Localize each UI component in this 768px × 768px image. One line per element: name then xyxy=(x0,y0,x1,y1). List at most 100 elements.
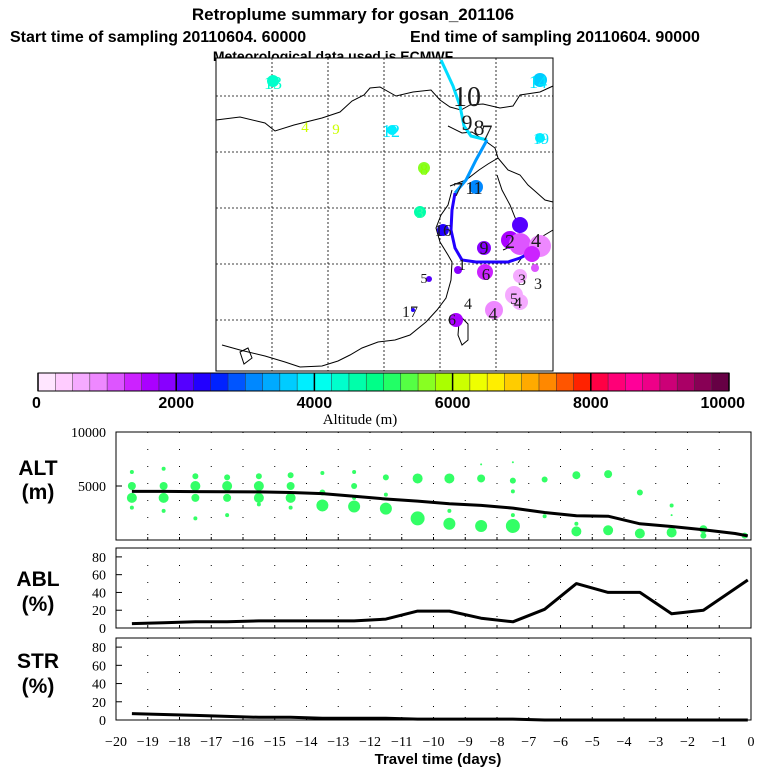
altitude-cluster-dot xyxy=(475,519,488,532)
colorbar-cell xyxy=(348,373,367,391)
x-tick-label: −2 xyxy=(680,735,695,750)
colorbar-cell xyxy=(158,373,177,391)
colorbar-cell xyxy=(435,373,453,391)
x-tick-label: −13 xyxy=(327,735,349,750)
cluster-marker xyxy=(512,217,528,233)
altitude-cluster-dot xyxy=(480,463,483,466)
cluster-label: 2 xyxy=(505,231,515,253)
altitude-cluster-dot xyxy=(223,493,232,502)
colorbar-title: Altitude (m) xyxy=(323,412,398,428)
colorbar-tick-label: 2000 xyxy=(158,395,194,412)
altitude-cluster-dot xyxy=(316,499,329,512)
abl-panel-label: ABL xyxy=(16,568,59,591)
series-line xyxy=(131,712,748,722)
altitude-cluster-dot xyxy=(574,521,579,526)
coastline-hainan xyxy=(239,347,253,365)
altitude-cluster-dot xyxy=(510,513,515,518)
abl-panel: 0 20 40 60 80 xyxy=(92,547,752,637)
cluster-marker xyxy=(533,73,547,87)
altitude-cluster-dot xyxy=(222,481,233,491)
altitude-cluster-dot xyxy=(477,474,486,483)
cluster-label: 4 xyxy=(301,120,309,136)
colorbar-tick-label: 6000 xyxy=(435,395,471,412)
x-tick-label: −1 xyxy=(712,735,727,750)
map-frame xyxy=(215,57,554,372)
altitude-cluster-dot xyxy=(505,518,520,533)
colorbar-cell xyxy=(193,373,212,391)
y-tick-label: 20 xyxy=(92,604,106,619)
colorbar-cell xyxy=(400,373,419,391)
colorbar-cell xyxy=(521,373,540,391)
altitude-cluster-dot xyxy=(541,476,548,483)
x-tick-label: −19 xyxy=(137,735,159,750)
x-tick-label: −17 xyxy=(200,735,222,750)
colorbar-cell xyxy=(262,373,281,391)
altitude-cluster-dot xyxy=(571,526,582,537)
cluster-label: 3 xyxy=(534,276,542,293)
colorbar-cell xyxy=(38,373,56,391)
altitude-cluster-dot xyxy=(509,477,516,484)
cluster-label: 6 xyxy=(448,312,456,329)
abl-panel-unit: (%) xyxy=(22,593,55,616)
y-tick-label: 60 xyxy=(92,569,106,584)
altitude-panel: 10000 5000 xyxy=(71,426,752,541)
colorbar-cell xyxy=(418,373,436,391)
colorbar-cell xyxy=(107,373,125,391)
y-tick-label: 40 xyxy=(92,678,106,693)
altitude-cluster-dot xyxy=(190,481,201,491)
altitude-cluster-dot xyxy=(542,514,547,519)
cluster-label: 13 xyxy=(264,73,282,93)
altitude-cluster-dot xyxy=(287,472,294,479)
cluster-label: 9 xyxy=(462,110,473,135)
colorbar-cell xyxy=(608,373,626,391)
altitude-cluster-dot xyxy=(670,514,673,517)
colorbar-cell xyxy=(331,373,350,391)
retroplume-trajectory xyxy=(267,59,551,327)
altitude-cluster-dot xyxy=(127,482,136,490)
cluster-marker xyxy=(477,264,493,280)
trajectory-segment-mid xyxy=(453,139,489,194)
x-tick-label: −16 xyxy=(232,735,254,750)
colorbar-cell xyxy=(659,373,678,391)
colorbar-cell xyxy=(694,373,713,391)
colorbar-cell xyxy=(642,373,661,391)
cluster-marker xyxy=(513,269,527,283)
cluster-marker xyxy=(477,241,491,255)
coastline-china-north xyxy=(215,85,554,132)
colorbar-cell xyxy=(141,373,160,391)
altitude-cluster-dot xyxy=(636,489,643,496)
cluster-label: 9 xyxy=(332,122,340,138)
colorbar-cell xyxy=(383,373,402,391)
cluster-label: 12 xyxy=(382,121,400,141)
altitude-cluster-dot xyxy=(285,492,296,503)
x-tick-label: −14 xyxy=(296,735,318,750)
altitude-cluster-dot xyxy=(224,474,231,481)
altitude-cluster-dot xyxy=(286,482,295,490)
altitude-cluster-dot xyxy=(351,483,358,489)
cluster-label: 8 xyxy=(420,162,428,179)
cluster-label: 7 xyxy=(453,179,463,201)
colorbar-cell xyxy=(297,373,315,391)
cluster-label: 6 xyxy=(482,265,491,284)
cluster-label: 3 xyxy=(416,206,424,222)
altitude-cluster-dot xyxy=(320,471,325,476)
cluster-label: 10 xyxy=(453,82,481,113)
y-tick-label: 80 xyxy=(92,641,106,656)
colorbar-cell xyxy=(176,373,194,391)
x-tick-label: −5 xyxy=(585,735,600,750)
trajectory-segment-high xyxy=(439,59,488,142)
x-tick-label: −10 xyxy=(423,735,445,750)
y-tick-label: 60 xyxy=(92,659,106,674)
x-tick-label: −6 xyxy=(553,735,568,750)
colorbar-cell xyxy=(504,373,523,391)
cluster-markers xyxy=(267,73,551,327)
x-tick-label: −12 xyxy=(359,735,381,750)
altitude-cluster-dot xyxy=(225,513,230,518)
colorbar-cell xyxy=(469,373,488,391)
cluster-marker xyxy=(535,133,545,143)
cluster-marker xyxy=(418,162,430,174)
cluster-marker xyxy=(449,313,463,327)
colorbar-cell xyxy=(452,373,471,391)
